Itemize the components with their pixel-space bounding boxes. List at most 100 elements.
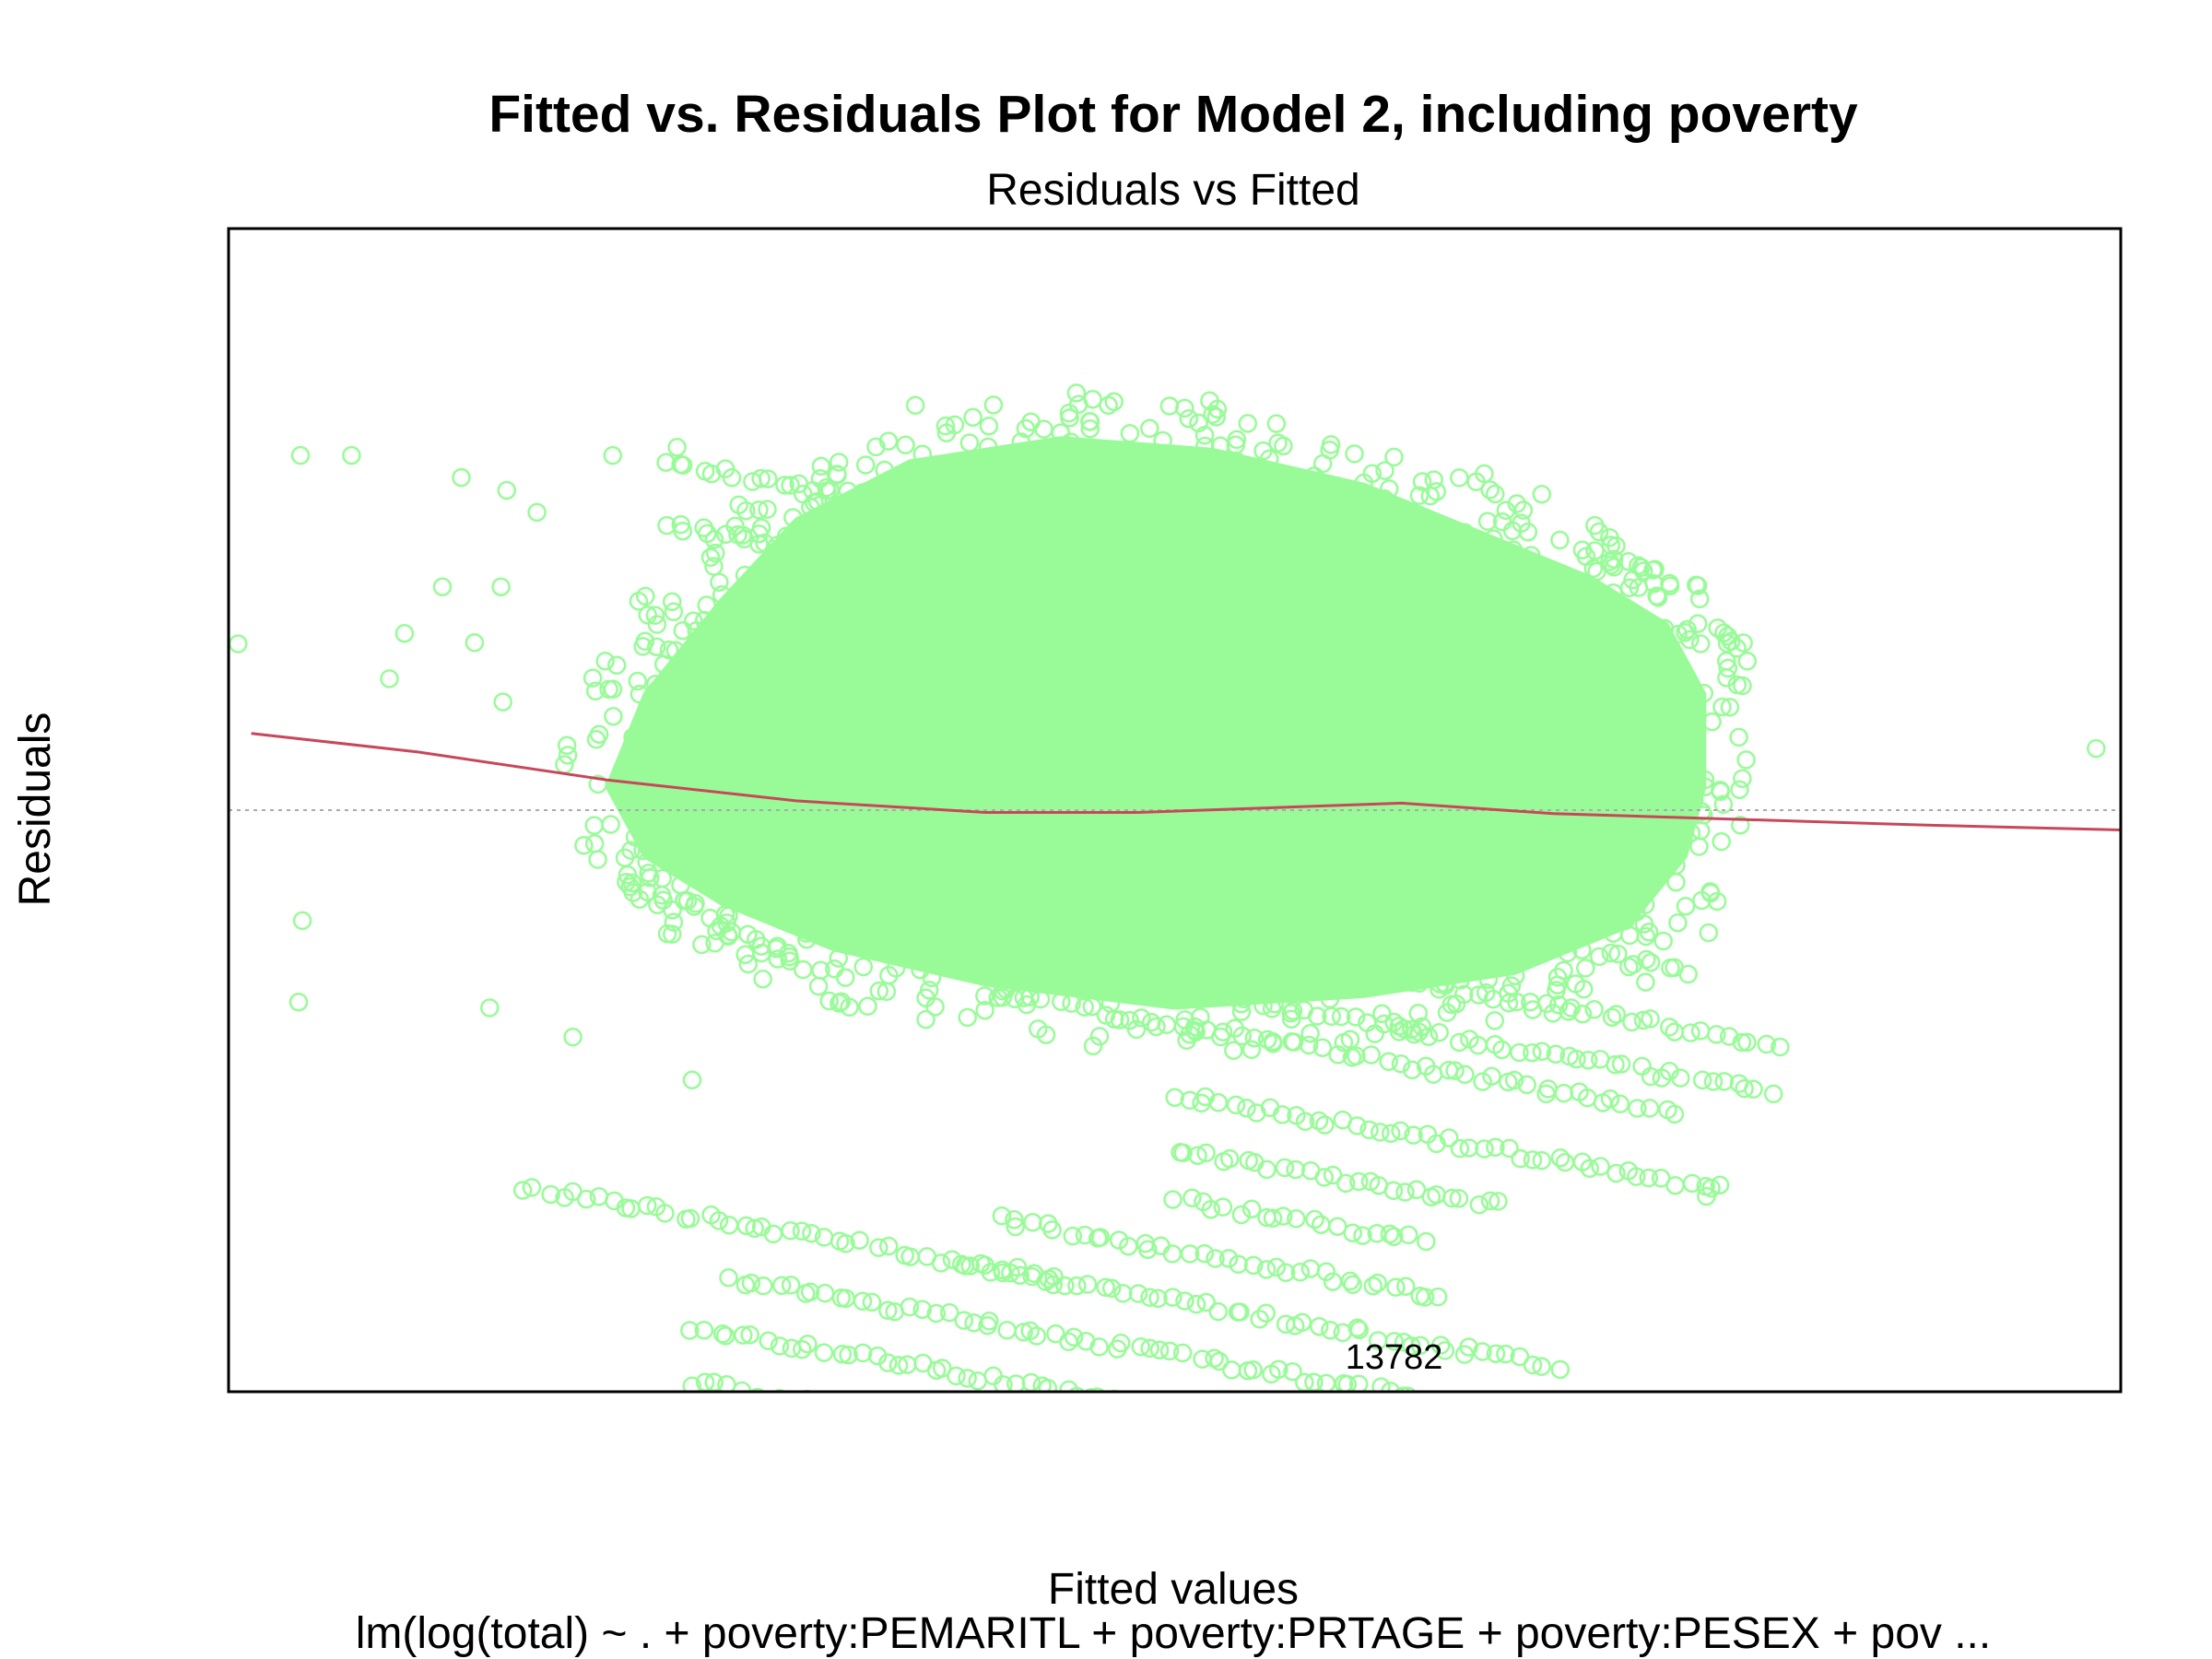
- data-point: [1196, 1292, 1216, 1312]
- data-point: [994, 1375, 1013, 1392]
- data-point: [1316, 1262, 1336, 1282]
- data-point: [595, 651, 615, 671]
- data-point: [1403, 909, 1423, 929]
- data-point: [1128, 1284, 1148, 1303]
- data-point: [1391, 971, 1411, 991]
- data-point: [902, 553, 922, 573]
- data-point: [1720, 698, 1740, 717]
- data-point: [1409, 486, 1430, 505]
- data-point: [869, 981, 889, 1001]
- data-point: [1639, 1168, 1659, 1188]
- outlier-point: [1697, 1186, 1716, 1206]
- data-point: [839, 1345, 858, 1365]
- data-point: [1295, 895, 1314, 914]
- data-point: [1159, 828, 1179, 847]
- data-point: [1347, 1116, 1367, 1135]
- data-point: [711, 916, 731, 935]
- data-point: [1190, 829, 1210, 848]
- data-point: [980, 1312, 999, 1331]
- data-point: [802, 1223, 821, 1243]
- data-point: [962, 502, 982, 522]
- data-point: [1062, 994, 1081, 1013]
- outlier-point: [290, 445, 311, 465]
- data-point: [1389, 1022, 1409, 1041]
- data-point: [875, 460, 894, 480]
- data-point: [1601, 535, 1621, 555]
- data-point: [834, 711, 853, 731]
- data-point: [1662, 683, 1682, 703]
- data-point: [1430, 914, 1450, 934]
- data-point: [1292, 1312, 1312, 1333]
- data-point: [912, 444, 933, 464]
- data-point: [1263, 1208, 1283, 1229]
- data-point: [1256, 1260, 1277, 1279]
- data-point: [1484, 529, 1503, 548]
- data-point: [1336, 480, 1356, 500]
- data-point: [1430, 1335, 1451, 1355]
- data-point: [1610, 1094, 1630, 1114]
- data-point: [1689, 589, 1710, 609]
- data-point: [1757, 1034, 1776, 1054]
- data-point: [1229, 1254, 1248, 1275]
- data-point: [1060, 916, 1080, 936]
- data-point: [1290, 850, 1311, 869]
- data-point: [827, 465, 847, 484]
- data-point: [1163, 1190, 1182, 1209]
- data-point: [1523, 1042, 1542, 1063]
- data-point: [1700, 883, 1721, 903]
- data-point: [1375, 461, 1394, 480]
- y-axis-label: Residuals: [11, 712, 60, 907]
- data-point: [1171, 603, 1191, 623]
- point-cloud-fill: [605, 436, 1707, 1010]
- data-point: [1122, 927, 1141, 947]
- data-point: [647, 681, 666, 700]
- data-point: [1290, 1263, 1311, 1282]
- data-point: [886, 959, 906, 978]
- data-point: [797, 929, 817, 949]
- data-point: [1633, 1010, 1653, 1030]
- data-point: [1300, 1023, 1320, 1043]
- data-point: [1395, 1182, 1415, 1202]
- data-point: [830, 994, 849, 1013]
- data-point: [1733, 676, 1752, 696]
- data-point: [1384, 447, 1404, 467]
- data-point: [1712, 831, 1731, 852]
- data-point: [1712, 697, 1732, 717]
- data-point: [584, 834, 605, 853]
- data-point: [1695, 777, 1715, 796]
- data-point: [740, 1324, 759, 1345]
- data-point: [1604, 924, 1623, 943]
- outlier-point: [1259, 449, 1279, 469]
- data-point: [965, 572, 984, 593]
- data-point: [647, 637, 666, 656]
- data-point: [1625, 876, 1644, 896]
- data-point: [557, 735, 577, 756]
- data-point: [853, 1291, 873, 1312]
- data-point: [1310, 850, 1330, 869]
- data-point: [639, 832, 659, 853]
- data-point: [576, 1189, 596, 1209]
- data-point: [1763, 1084, 1783, 1104]
- data-point: [1281, 790, 1301, 810]
- data-point: [636, 586, 655, 606]
- data-point: [582, 668, 603, 688]
- data-point: [1300, 853, 1319, 874]
- data-point: [775, 476, 794, 495]
- data-point: [1005, 1210, 1024, 1230]
- point-labels: 13782: [1346, 1338, 1443, 1377]
- data-point: [878, 431, 899, 451]
- data-point: [1044, 1266, 1064, 1287]
- data-point: [1606, 1054, 1625, 1075]
- data-point: [942, 1250, 962, 1269]
- data-point: [620, 877, 641, 897]
- data-point: [759, 469, 778, 488]
- data-point: [1505, 966, 1525, 985]
- data-point: [779, 943, 798, 963]
- data-point: [1707, 1025, 1726, 1044]
- data-point: [1200, 881, 1219, 900]
- data-point: [1096, 923, 1115, 943]
- data-point: [558, 746, 578, 765]
- data-point: [1175, 398, 1194, 418]
- data-point: [1480, 480, 1500, 500]
- data-point: [1194, 426, 1215, 445]
